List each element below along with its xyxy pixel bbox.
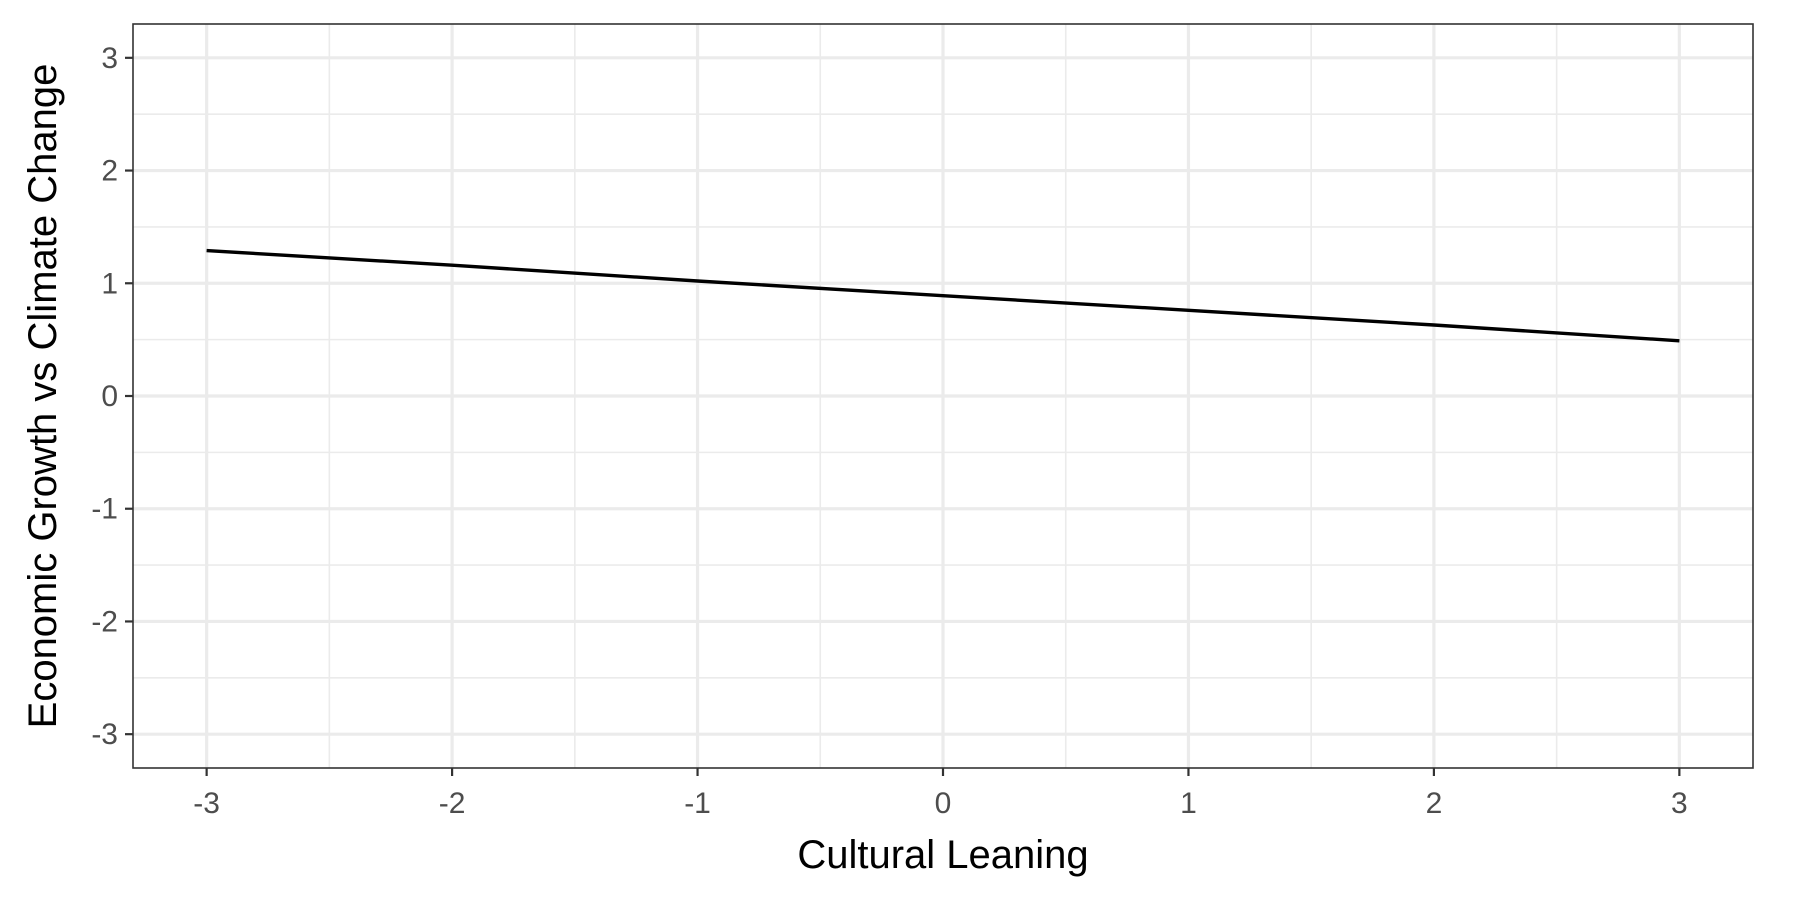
y-tick-label: 2 [101,155,118,188]
series-line [206,248,1680,343]
x-tick-label: 0 [935,787,952,820]
x-axis-title: Cultural Leaning [797,833,1088,877]
x-tick-label: -2 [439,787,466,820]
x-tick-label: 1 [1180,787,1197,820]
y-axis-title: Economic Growth vs Climate Change [21,64,65,729]
x-axis: -3 -2 -1 0 1 2 3 [193,768,1688,820]
x-tick-label: 2 [1426,787,1443,820]
y-tick-label: -1 [91,493,118,526]
y-tick-label: 1 [101,267,118,300]
y-tick-label: 3 [101,42,118,75]
y-axis: -3 -2 -1 0 1 2 3 [91,42,133,751]
series-layer [206,248,1680,343]
grid-major-lines [133,24,1753,768]
x-tick-label: 3 [1671,787,1688,820]
y-tick-label: -2 [91,605,118,638]
y-tick-label: -3 [91,718,118,751]
y-tick-label: 0 [101,380,118,413]
x-tick-label: -1 [684,787,711,820]
x-tick-label: -3 [193,787,220,820]
